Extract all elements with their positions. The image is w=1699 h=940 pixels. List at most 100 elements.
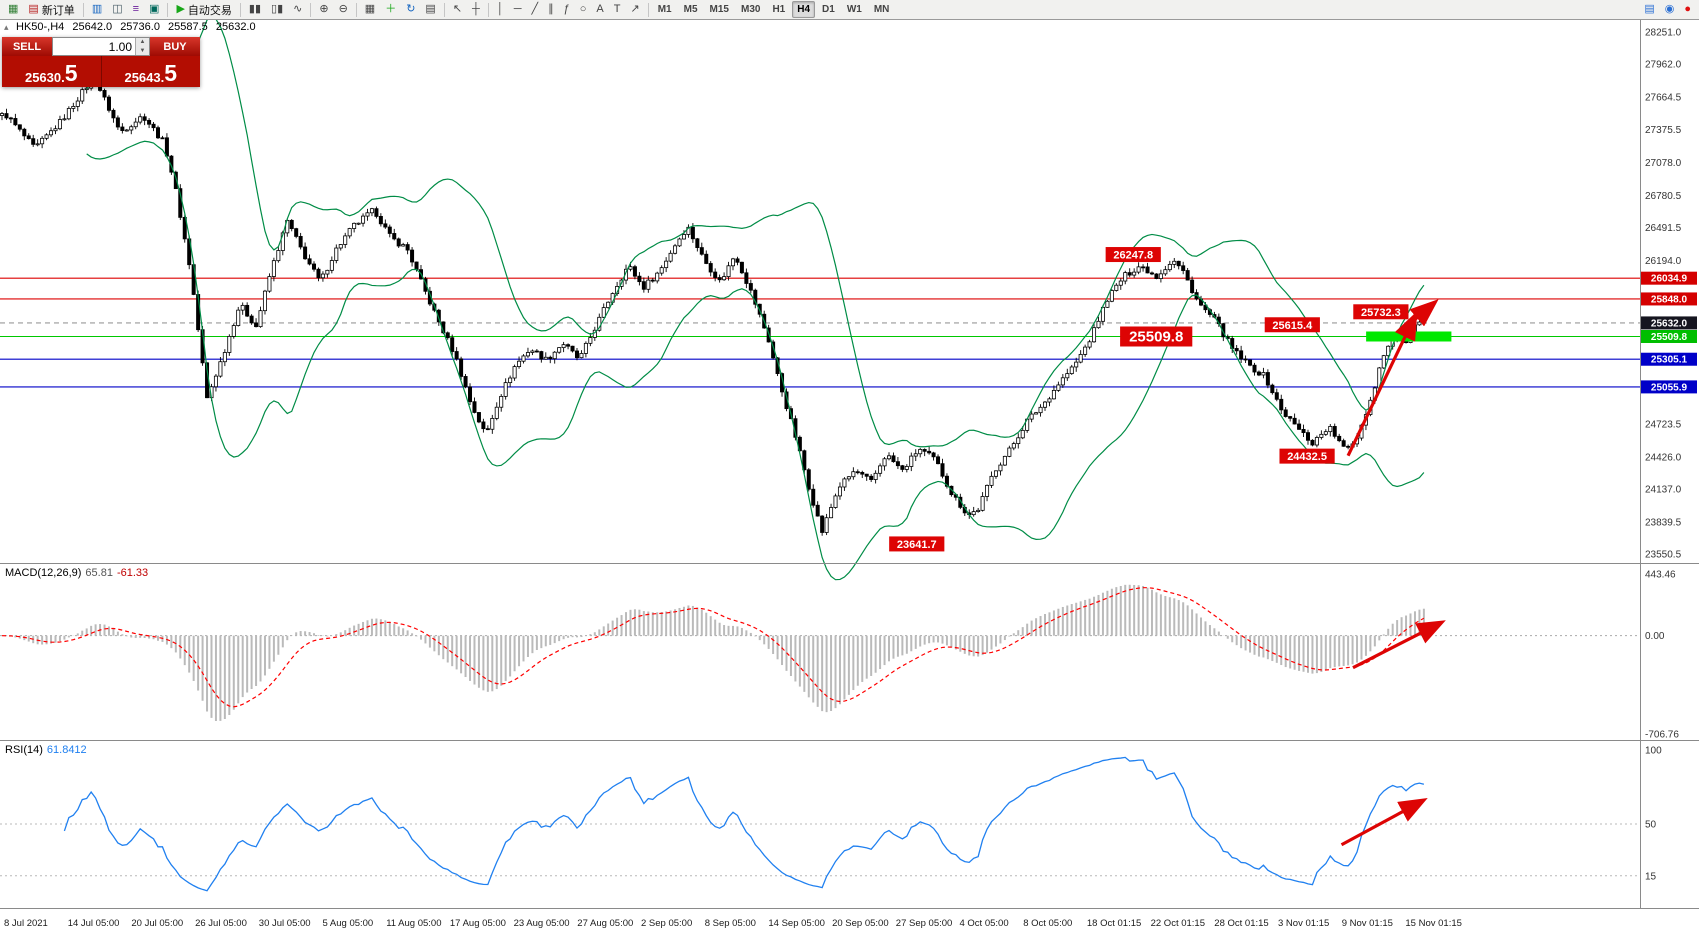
- macd-arrow[interactable]: [1352, 620, 1446, 670]
- candlestick-chart-icon: ▯▮: [271, 3, 284, 15]
- horizontal-line-icon: ─: [513, 3, 522, 15]
- timeframe-m30-button[interactable]: M30: [740, 4, 761, 15]
- toolbar-separator: [487, 2, 489, 17]
- svg-text:26034.9: 26034.9: [1651, 274, 1688, 285]
- svg-text:14 Sep 05:00: 14 Sep 05:00: [768, 918, 825, 929]
- cursor-button[interactable]: ↖: [449, 1, 466, 19]
- trendline-button[interactable]: ╱: [528, 1, 543, 19]
- navigator-icon: ≡: [132, 3, 140, 15]
- shapes-button[interactable]: ○: [576, 1, 591, 19]
- horizontal-line-button[interactable]: ─: [510, 1, 526, 19]
- time-axis[interactable]: 8 Jul 2021 14 Jul 05:00 20 Jul 05:00 26 Jul…: [4, 918, 1462, 929]
- timeframe-m15-button[interactable]: M15: [709, 4, 729, 15]
- community-icon: ◉: [1664, 3, 1675, 15]
- volume-spinner[interactable]: ▲ ▼: [135, 38, 149, 55]
- line-chart-button[interactable]: ∿: [289, 1, 306, 19]
- svg-text:24723.5: 24723.5: [1645, 419, 1682, 430]
- svg-text:27 Sep 05:00: 27 Sep 05:00: [896, 918, 953, 929]
- horizontal-lines[interactable]: [0, 277, 1640, 388]
- bar-chart-button[interactable]: ▮▮: [245, 1, 265, 19]
- sell-button[interactable]: SELL: [2, 37, 52, 56]
- period-settings-icon: ↻: [406, 3, 416, 15]
- svg-text:24426.0: 24426.0: [1645, 452, 1682, 463]
- market-watch-button[interactable]: ▥: [88, 1, 106, 19]
- autotrading-button[interactable]: ▶ 自动交易: [172, 1, 235, 19]
- timeframe-m5-button[interactable]: M5: [683, 4, 698, 15]
- svg-text:8 Jul 2021: 8 Jul 2021: [4, 918, 48, 929]
- period-settings-button[interactable]: ↻: [402, 1, 419, 19]
- candlestick-chart-button[interactable]: ▯▮: [267, 1, 287, 19]
- tile-windows-button[interactable]: ▦: [361, 1, 379, 19]
- zoom-out-icon: ⊖: [338, 3, 348, 15]
- price-annotations: 26247.8 25732.3 25615.4 25509.8 24432.5 23641…: [889, 247, 1409, 552]
- annotation-25732.3[interactable]: 25732.3: [1353, 304, 1409, 320]
- svg-text:9 Nov 01:15: 9 Nov 01:15: [1342, 918, 1393, 929]
- annotation-26247.8[interactable]: 26247.8: [1105, 247, 1161, 263]
- timeframe-mn-button[interactable]: MN: [873, 4, 890, 15]
- zoom-in-button[interactable]: ⊕: [315, 1, 332, 19]
- news-button[interactable]: ▤: [1640, 1, 1658, 19]
- toolbar-separator: [647, 2, 649, 17]
- vertical-line-icon: │: [496, 3, 504, 15]
- arrows-tool-button[interactable]: ↗: [627, 1, 644, 19]
- new-chart-button[interactable]: ▦: [4, 1, 22, 19]
- channel-button[interactable]: ∥: [544, 1, 558, 19]
- price-tag-25632.0: [1641, 316, 1697, 330]
- templates-icon: ▤: [425, 3, 436, 15]
- rsi-label-name: RSI(14): [5, 744, 43, 756]
- ohlc-symbol: HK50-,H4: [16, 21, 65, 33]
- ohlc-open: 25642.0: [72, 21, 113, 33]
- toolbar-separator: [443, 2, 445, 17]
- bar-chart-icon: ▮▮: [248, 3, 262, 15]
- svg-text:17 Aug 05:00: 17 Aug 05:00: [450, 918, 506, 929]
- svg-text:18 Oct 01:15: 18 Oct 01:15: [1087, 918, 1141, 929]
- text-button[interactable]: A: [592, 1, 607, 19]
- timeframe-m1-button[interactable]: M1: [657, 4, 672, 15]
- text-label-button[interactable]: T: [610, 1, 625, 19]
- timeframe-w1-button[interactable]: W1: [846, 4, 862, 15]
- add-indicator-button[interactable]: ＋: [381, 1, 400, 19]
- volume-down-icon[interactable]: ▼: [136, 46, 149, 55]
- trend-arrow[interactable]: [1346, 310, 1418, 457]
- trend-arrow[interactable]: [1401, 299, 1439, 332]
- annotation-24432.5[interactable]: 24432.5: [1279, 448, 1335, 464]
- price-axis[interactable]: 28251.0 27962.0 27664.5 27375.5 27078.0 26780…: [1640, 19, 1698, 908]
- timeframe-d1-button[interactable]: D1: [822, 4, 835, 15]
- svg-text:20 Jul 05:00: 20 Jul 05:00: [131, 918, 183, 929]
- crosshair-button[interactable]: ┼: [468, 1, 484, 19]
- price-tag-25848.0: [1641, 292, 1697, 306]
- svg-text:28 Oct 01:15: 28 Oct 01:15: [1214, 918, 1268, 929]
- svg-text:24432.5: 24432.5: [1287, 451, 1327, 463]
- price-tag-25509.8: [1641, 329, 1697, 343]
- templates-button[interactable]: ▤: [421, 1, 439, 19]
- annotation-25509.8[interactable]: 25509.8: [1120, 326, 1193, 347]
- ohlc-low: 25587.5: [168, 21, 208, 33]
- timeframe-h4-button[interactable]: H4: [792, 1, 816, 18]
- annotation-25615.4[interactable]: 25615.4: [1264, 317, 1320, 333]
- toolbar-separator: [310, 2, 312, 17]
- one-click-collapse-icon[interactable]: ▴: [4, 22, 9, 32]
- toolbar-separator: [167, 2, 169, 17]
- zoom-out-button[interactable]: ⊖: [335, 1, 352, 19]
- fibonacci-button[interactable]: ƒ: [560, 1, 574, 19]
- new-order-button[interactable]: ▤ 新订单: [24, 1, 78, 19]
- data-window-button[interactable]: ◫: [108, 1, 126, 19]
- terminal-button[interactable]: ▣: [145, 1, 163, 19]
- rsi-arrow[interactable]: [1340, 798, 1428, 847]
- community-button[interactable]: ◉: [1661, 1, 1679, 19]
- highlight-zone[interactable]: [1366, 331, 1452, 342]
- annotation-23641.7[interactable]: 23641.7: [889, 536, 945, 552]
- macd-panel: 443.46 0.00 -706.76: [0, 570, 1679, 741]
- trendline-icon: ╱: [531, 3, 539, 15]
- vertical-line-button[interactable]: │: [493, 1, 508, 19]
- alerts-button[interactable]: ●: [1680, 1, 1695, 19]
- timeframe-h1-button[interactable]: H1: [772, 4, 786, 15]
- volume-input[interactable]: 1.00 ▲ ▼: [52, 37, 150, 56]
- navigator-button[interactable]: ≡: [129, 1, 143, 19]
- data-window-icon: ◫: [112, 3, 123, 15]
- buy-button[interactable]: BUY: [150, 37, 200, 56]
- volume-up-icon[interactable]: ▲: [136, 38, 149, 47]
- sell-price[interactable]: 25630. 5: [2, 56, 101, 87]
- buy-price[interactable]: 25643. 5: [100, 56, 201, 87]
